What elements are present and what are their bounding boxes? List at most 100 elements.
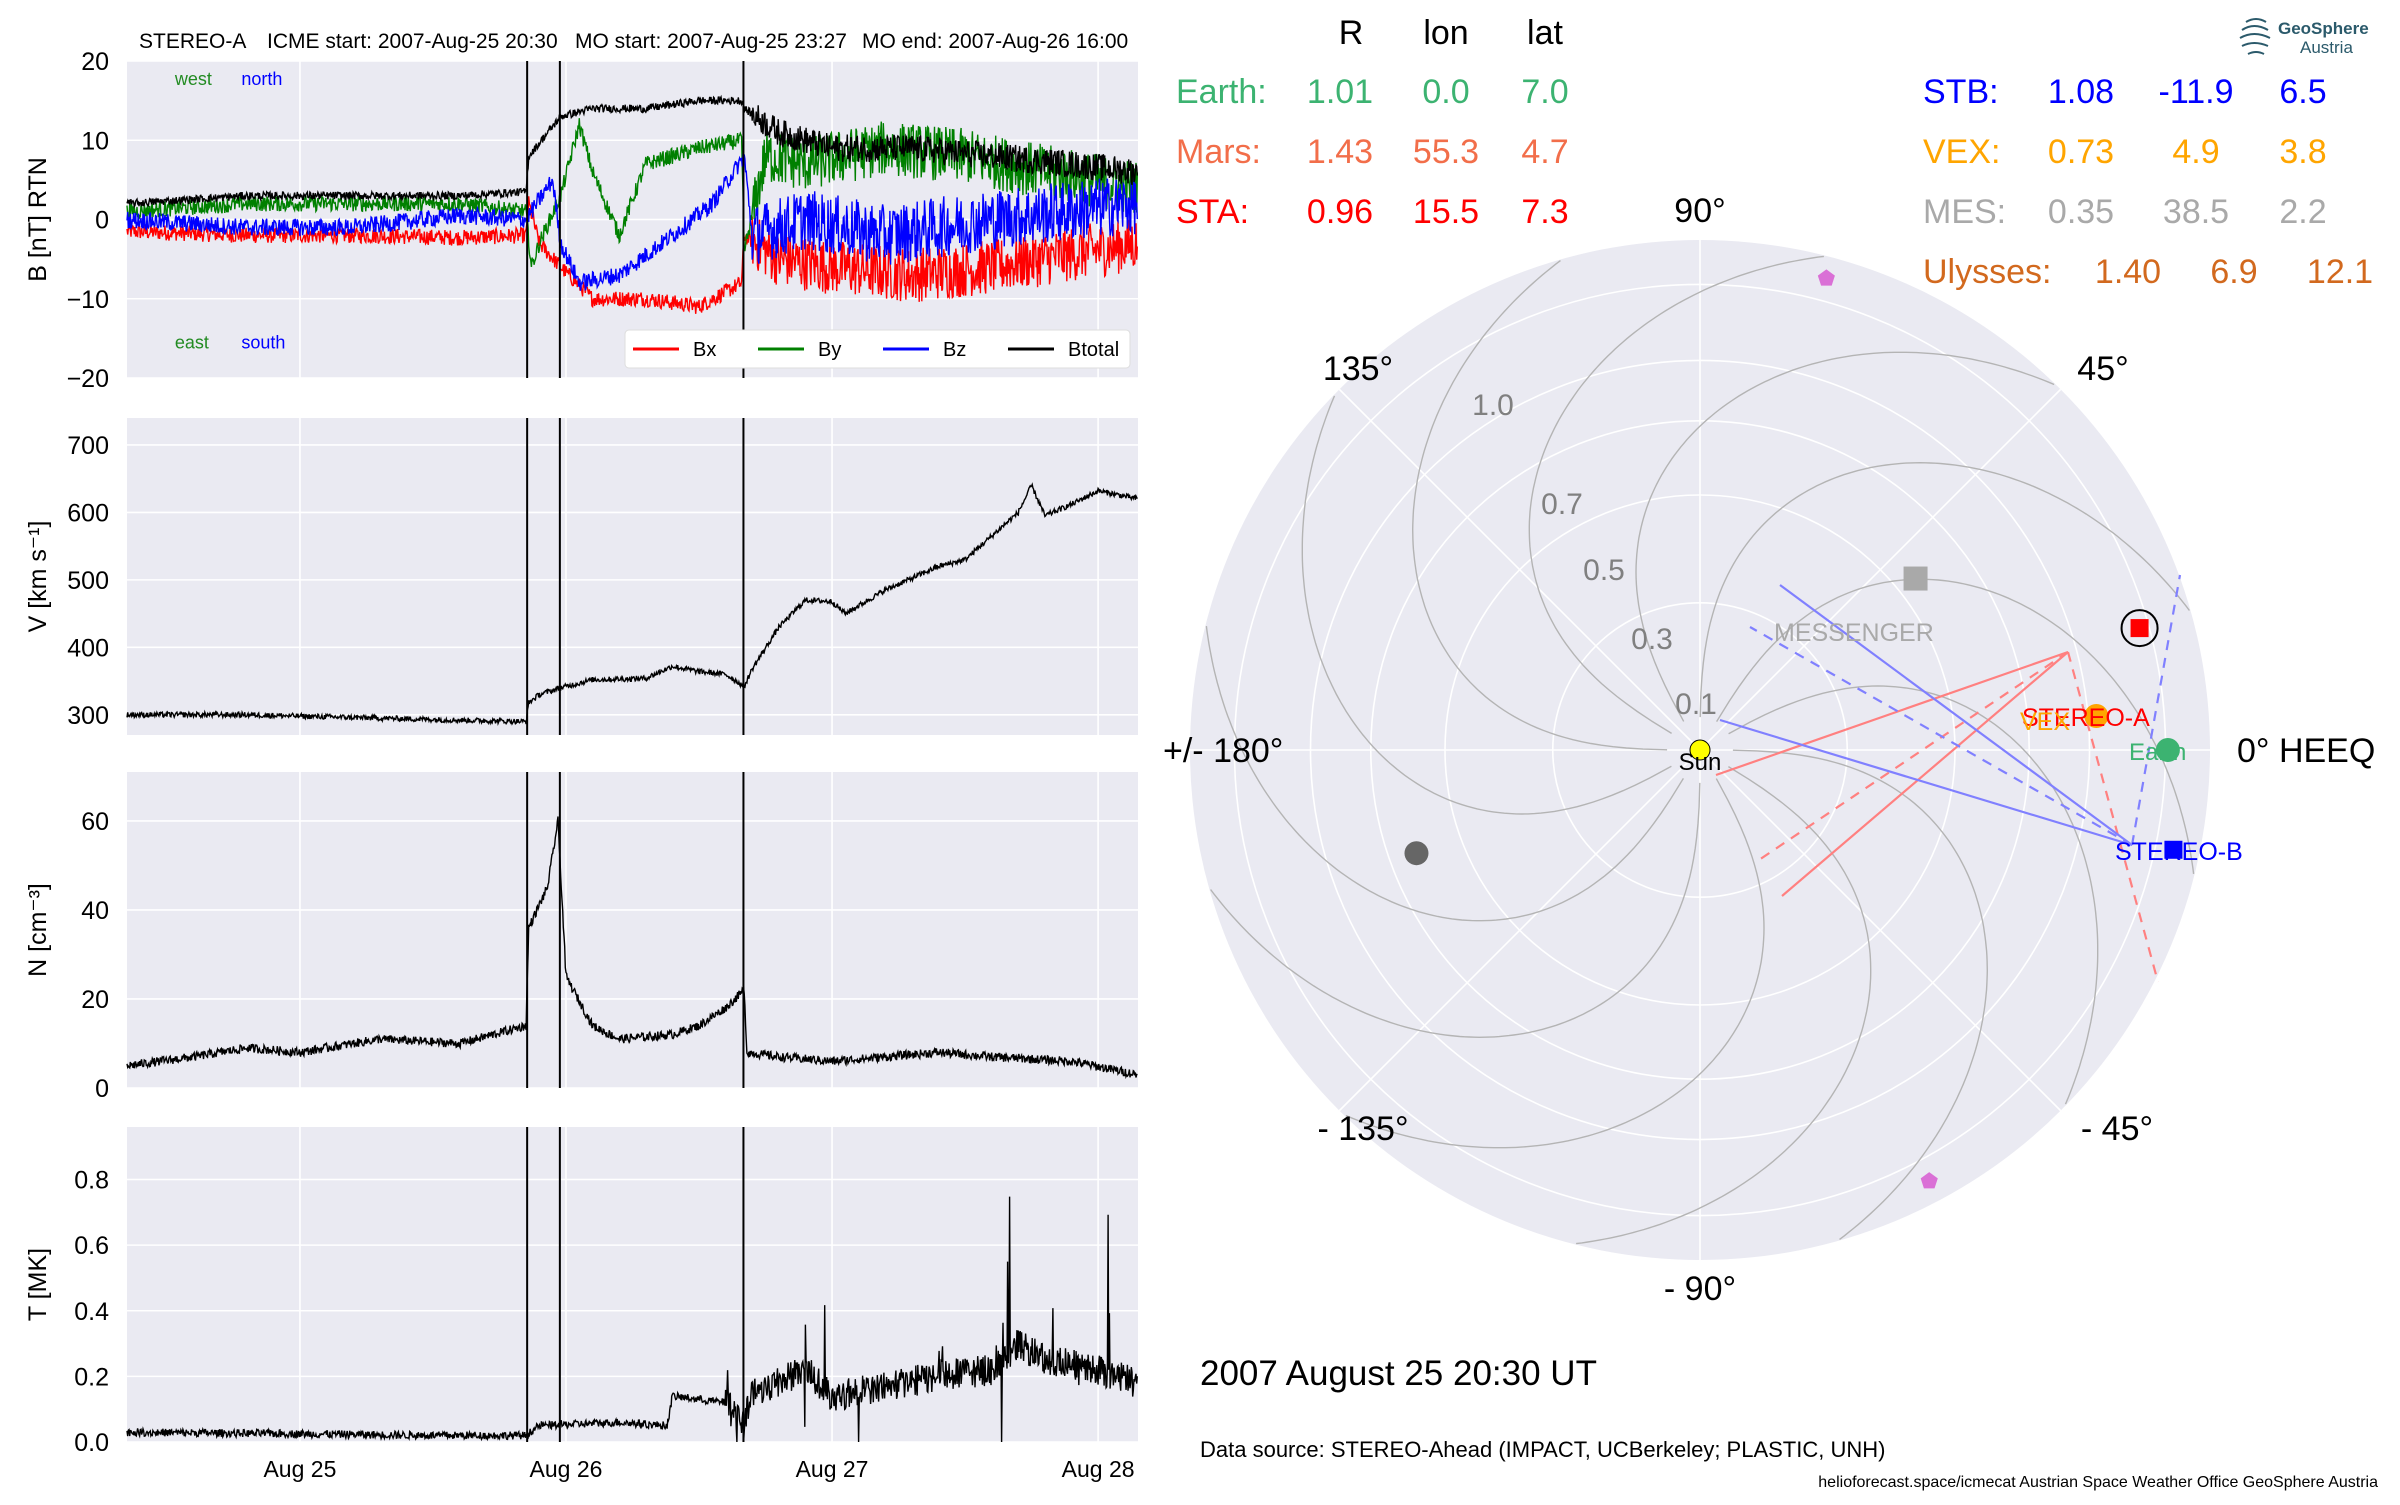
stereo-b-label: STEREO-B <box>2115 838 2243 866</box>
x-tick-label: Aug 25 <box>263 1456 336 1482</box>
angle-label-135: 135° <box>1323 350 1393 388</box>
angle-label-minus90: - 90° <box>1664 1270 1736 1308</box>
parker-spiral-line <box>1732 749 1989 1240</box>
fieldline-ray <box>1719 718 2133 847</box>
unlabeled-body-marker <box>1404 841 1429 866</box>
series-t <box>126 1196 1138 1443</box>
messenger-marker <box>1903 566 1928 591</box>
angle-label-minus45: - 45° <box>2081 1110 2153 1148</box>
stereo-b-marker <box>2164 840 2183 859</box>
heliospheric-polar-plot: 90° 45° 0° HEEQ - 45° - 90° - 135° +/- 1… <box>1163 192 2375 1308</box>
angle-spoke <box>1699 388 2062 751</box>
pos-row-lat: 3.8 <box>2279 133 2326 171</box>
mo-end: MO end: 2007-Aug-26 16:00 <box>862 30 1128 53</box>
y-tick-label: 60 <box>81 808 109 836</box>
pos-row-lat: 7.0 <box>1521 73 1568 111</box>
angle-label-45: 45° <box>2077 350 2128 388</box>
y-tick-label: 20 <box>81 48 109 76</box>
y-axis-label: V [km s⁻¹] <box>24 521 52 633</box>
y-axis-label: T [MK] <box>24 1248 52 1321</box>
mo-start: MO start: 2007-Aug-25 23:27 <box>575 30 847 53</box>
series-v <box>126 482 1138 727</box>
y-tick-label: 500 <box>67 567 109 595</box>
y-tick-label: 0.2 <box>74 1363 109 1391</box>
x-tick-label: Aug 26 <box>530 1456 603 1482</box>
fieldline-ray <box>1749 626 2133 846</box>
y-tick-label: −10 <box>67 286 109 314</box>
parker-spiral-line <box>1411 260 1668 751</box>
series-n <box>126 816 1138 1080</box>
messenger-label: MESSENGER <box>1774 619 1934 647</box>
panel-0: 20 10 0 −10 −20 B [nT] RTN west north east south B… <box>24 48 1138 393</box>
pos-row-lat: 12.1 <box>2307 253 2373 291</box>
y-axis-label: B [nT] RTN <box>24 157 52 282</box>
parker-spiral-line <box>1528 255 1824 734</box>
angle-label-0: 0° HEEQ <box>2237 732 2375 770</box>
angle-spoke <box>1699 749 2062 1112</box>
radius-label-0-1: 0.1 <box>1675 688 1717 721</box>
data-source: Data source: STEREO-Ahead (IMPACT, UCBer… <box>1200 1437 1885 1462</box>
geosphere-logo: GeoSphere Austria <box>2238 12 2388 64</box>
pentagon-marker <box>1920 1172 1938 1189</box>
insitu-panels: 20 10 0 −10 −20 B [nT] RTN west north east south B… <box>24 48 1138 1482</box>
vex-label: VEX <box>2020 708 2070 736</box>
pos-row-lon: 38.5 <box>2163 193 2229 231</box>
radius-label-0-5: 0.5 <box>1583 554 1625 587</box>
spacecraft-name: STEREO-A <box>139 30 246 53</box>
pos-row-r: 1.40 <box>2095 253 2161 291</box>
earth-label: Earth <box>2129 739 2186 766</box>
angle-label-90: 90° <box>1674 192 1725 230</box>
panel-1: 700 600 500 400 300 V [km s⁻¹] <box>24 418 1138 735</box>
logo-line2: Austria <box>2300 38 2353 57</box>
y-tick-label: 0 <box>95 1075 109 1103</box>
legend-label: Bx <box>693 339 716 361</box>
pos-row-lat: 2.2 <box>2279 193 2326 231</box>
plot-date: 2007 August 25 20:30 UT <box>1200 1354 1597 1393</box>
legend-label: By <box>818 339 841 361</box>
pos-row-lon: 6.9 <box>2210 253 2257 291</box>
pos-row-name: Mars: <box>1176 133 1261 171</box>
y-tick-label: 400 <box>67 634 109 662</box>
stereo-a-label: STEREO-A <box>2022 704 2150 732</box>
pos-row-lon: -11.9 <box>2159 73 2234 111</box>
pos-row-name: VEX: <box>1923 133 2000 171</box>
pos-row-lat: 7.3 <box>1521 193 1568 231</box>
col-header-r: R <box>1339 14 1364 52</box>
fieldline-ray <box>1715 650 2069 777</box>
legend-box <box>624 329 1131 369</box>
parker-spiral-line <box>1576 766 1872 1245</box>
logo-mark-icon <box>2239 18 2271 55</box>
sun-label: Sun <box>1679 749 1722 776</box>
pos-row-r: 1.43 <box>1307 133 1373 171</box>
panel-background <box>127 1127 1138 1442</box>
fieldline-ray <box>1781 651 2069 897</box>
legend-label: Bz <box>943 339 966 361</box>
radius-label-0-3: 0.3 <box>1631 623 1673 656</box>
icme-start: ICME start: 2007-Aug-25 20:30 <box>267 30 558 53</box>
sun-marker <box>1689 739 1711 761</box>
y-tick-label: 0.8 <box>74 1167 109 1195</box>
angle-label-minus135: - 135° <box>1317 1110 1408 1148</box>
radius-label-0-7: 0.7 <box>1541 488 1583 521</box>
pos-row-lon: 0.0 <box>1422 73 1469 111</box>
pos-row-lon: 55.3 <box>1413 133 1479 171</box>
pos-row-name: MES: <box>1923 193 2006 231</box>
panel-annotation: north <box>241 69 282 89</box>
pos-row-r: 0.35 <box>2048 193 2114 231</box>
y-tick-label: −20 <box>67 365 109 393</box>
y-tick-label: 0 <box>95 207 109 235</box>
parker-spiral-line <box>1699 461 2190 718</box>
y-tick-label: 600 <box>67 499 109 527</box>
pos-row-r: 0.96 <box>1307 193 1373 231</box>
parker-spiral-line <box>1205 626 1684 922</box>
credits: helioforecast.space/icmecat Austrian Spa… <box>1818 1474 2378 1491</box>
angle-spoke <box>1338 749 1701 1112</box>
pos-row-r: 1.01 <box>1307 73 1373 111</box>
fieldline-ray <box>2066 651 2160 983</box>
planet-markers <box>1404 269 2183 1189</box>
pos-row-name: STA: <box>1176 193 1249 231</box>
fieldline-ray <box>1779 584 2133 846</box>
pos-row-lat: 4.7 <box>1521 133 1568 171</box>
x-tick-label: Aug 27 <box>796 1456 869 1482</box>
angle-spoke <box>1338 388 1701 751</box>
